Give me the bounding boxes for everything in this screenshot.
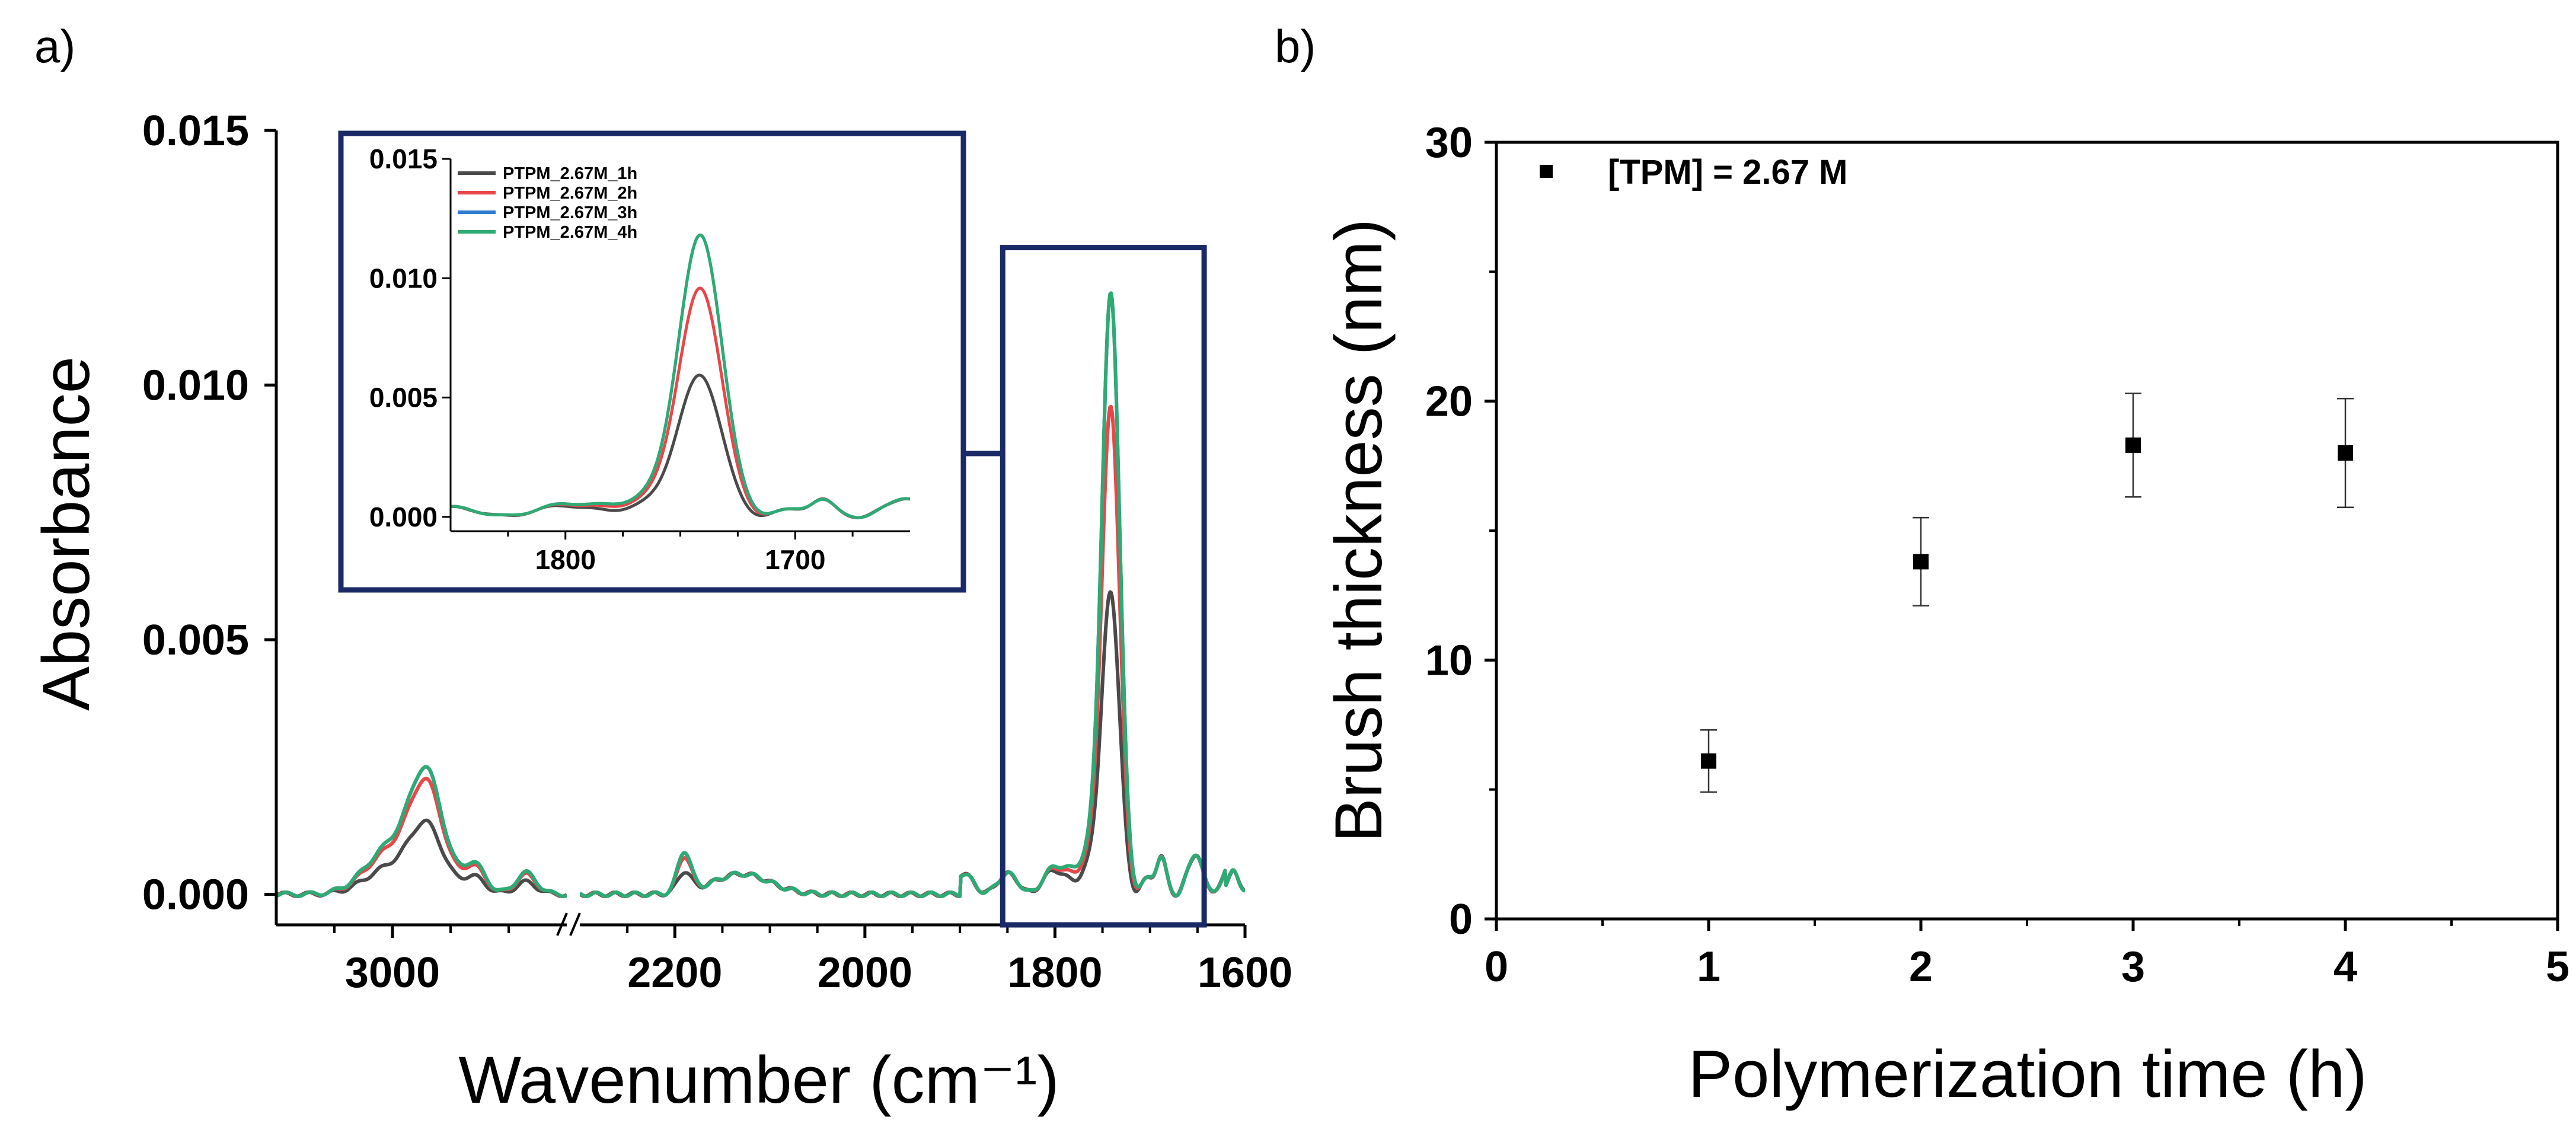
inset-spectrum-line xyxy=(451,233,910,519)
y-tick-label: 0.015 xyxy=(142,107,249,155)
b-x-tick-label: 0 xyxy=(1485,943,1508,991)
b-x-tick-label: 5 xyxy=(2546,943,2569,991)
panel-a-series-segment-1 xyxy=(276,765,567,898)
panel-b-label: b) xyxy=(1275,20,1316,72)
inset-y-tick-label: 0.010 xyxy=(369,263,438,293)
b-y-tick-label: 30 xyxy=(1425,119,1473,167)
panel-a-y-axis-title: Absorbance xyxy=(29,356,103,711)
panel-b-points xyxy=(1700,392,2354,793)
data-point xyxy=(2338,445,2353,461)
panel-b-frame xyxy=(1495,141,2559,921)
legend-marker xyxy=(1540,165,1553,178)
spectrum-line xyxy=(276,818,567,898)
inset-series xyxy=(451,233,910,519)
panel-b-x-ticks: 0 1 2 3 4 5 xyxy=(1485,919,2569,991)
inset-legend-label: PTPM_2.67M_2h xyxy=(503,184,637,203)
y-tick-label: 0.010 xyxy=(142,362,249,409)
highlight-box xyxy=(1000,245,1207,928)
inset-x-tick-label: 1800 xyxy=(535,544,596,575)
b-x-tick-label: 1 xyxy=(1697,943,1720,991)
x-tick-label: 1800 xyxy=(1007,949,1102,997)
x-tick-label: 2000 xyxy=(818,949,912,997)
x-tick-label: 2200 xyxy=(627,949,722,997)
inset-legend-label: PTPM_2.67M_4h xyxy=(503,223,637,242)
axis-break-icon xyxy=(556,912,581,936)
b-x-tick-label: 3 xyxy=(2121,943,2145,991)
inset-legend: PTPM_2.67M_1hPTPM_2.67M_2hPTPM_2.67M_3hP… xyxy=(458,164,637,242)
inset-y-tick-label: 0.005 xyxy=(369,382,438,413)
spectrum-line xyxy=(580,291,1245,898)
b-x-tick-label: 4 xyxy=(2334,943,2357,991)
inset-legend-label: PTPM_2.67M_3h xyxy=(503,203,637,222)
panel-a-plot: 0.000 0.005 0.010 0.015 3000 2200 2000 1800 160… xyxy=(29,107,1292,1117)
inset-y-tick-label: 0.015 xyxy=(369,143,438,174)
b-y-tick-label: 10 xyxy=(1425,637,1473,684)
inset-y-tick-label: 0.000 xyxy=(369,502,438,532)
inset-chart: 0.000 0.005 0.010 0.015 1800 1700 PTPM_2.67M… xyxy=(338,130,966,593)
data-point xyxy=(2125,437,2141,453)
spectrum-line xyxy=(276,765,567,898)
inset-y-ticks: 0.000 0.005 0.010 0.015 xyxy=(369,143,451,532)
legend-label: [TPM] = 2.67 M xyxy=(1608,153,1847,191)
inset-legend-label: PTPM_2.67M_1h xyxy=(503,164,637,183)
x-tick-label: 1600 xyxy=(1198,949,1292,997)
inset-frame xyxy=(338,130,966,593)
data-point xyxy=(1701,753,1716,769)
panel-a-series-segment-2 xyxy=(580,291,1245,898)
b-x-tick-label: 2 xyxy=(1909,943,1933,991)
y-tick-label: 0.005 xyxy=(142,617,249,664)
panel-a-x-ticks: 3000 2200 2000 1800 1600 xyxy=(333,925,1292,997)
panel-a-label: a) xyxy=(34,20,75,72)
inset-x-ticks: 1800 1700 xyxy=(507,531,854,575)
panel-b-y-axis-title: Brush thickness (nm) xyxy=(1321,219,1396,842)
inset-x-tick-label: 1700 xyxy=(765,544,825,575)
panel-b-y-ticks: 0 10 20 30 xyxy=(1425,119,1496,943)
panel-b-legend: [TPM] = 2.67 M xyxy=(1540,153,1847,191)
panel-b-plot: 0 10 20 30 0 1 2 3 4 5 [TPM] = 2.67 M Brush thic… xyxy=(1321,119,2569,1111)
spectrum-line xyxy=(276,777,567,898)
b-y-tick-label: 0 xyxy=(1449,896,1473,943)
x-tick-label: 3000 xyxy=(345,949,440,997)
y-tick-label: 0.000 xyxy=(142,871,249,918)
b-y-tick-label: 20 xyxy=(1425,378,1473,426)
panel-a-x-axis-title: Wavenumber (cm⁻¹) xyxy=(458,1043,1059,1117)
panel-b-x-axis-title: Polymerization time (h) xyxy=(1688,1037,2367,1111)
data-point xyxy=(1913,554,1929,570)
panel-a-y-ticks: 0.000 0.005 0.010 0.015 xyxy=(142,107,276,918)
spectrum-line xyxy=(580,590,1245,898)
